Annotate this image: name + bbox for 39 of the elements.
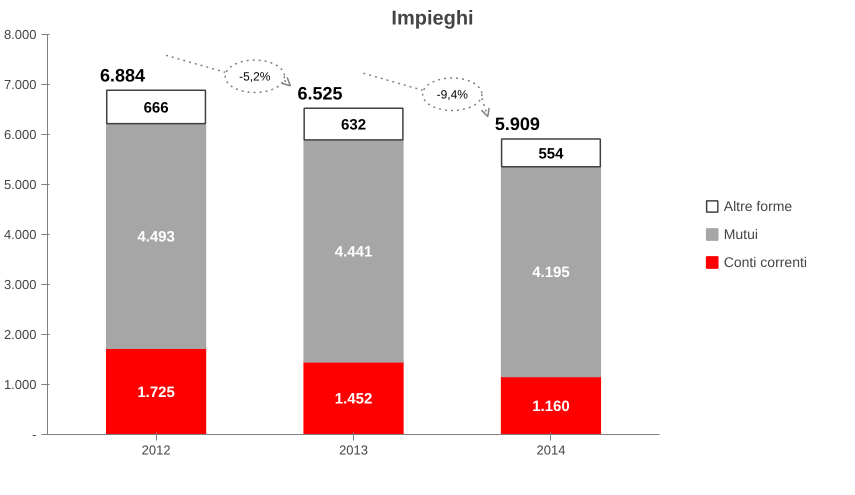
x-tick-label: 2012 — [142, 442, 171, 458]
y-tick-label: 7.000 — [4, 77, 37, 92]
bar — [500, 138, 602, 168]
y-tick-label: 1.000 — [4, 377, 37, 392]
data-label: 1.160 — [532, 398, 570, 415]
data-label: 1.725 — [137, 384, 175, 401]
y-tick-label: 2.000 — [4, 327, 37, 342]
data-label: 1.452 — [334, 390, 372, 408]
y-tick-label: 6.000 — [4, 127, 37, 142]
total-label: 5.909 — [494, 114, 540, 134]
data-label: 4.195 — [532, 264, 570, 282]
y-tick-label: 8.000 — [4, 27, 37, 42]
legend-label: Conti correnti — [724, 254, 807, 270]
data-label: 554 — [538, 145, 564, 162]
data-label: 4.493 — [137, 228, 175, 246]
y-tick-label: 3.000 — [4, 277, 37, 292]
legend-label: Mutui — [724, 226, 758, 242]
x-tick-label: 2014 — [536, 442, 566, 458]
bar — [303, 108, 404, 141]
y-tick-label: - — [32, 427, 37, 442]
bar — [303, 139, 404, 363]
bar — [303, 361, 404, 434]
bar — [500, 376, 602, 434]
total-label: 6.884 — [100, 65, 146, 86]
y-tick-label: 4.000 — [4, 227, 37, 242]
annotation: -5,2% — [239, 69, 271, 84]
data-label: 4.441 — [334, 243, 372, 260]
y-tick-label: 5.000 — [4, 177, 37, 192]
chart-title: Impieghi — [391, 8, 474, 30]
legend-label: Altre forme — [724, 198, 792, 214]
data-label: 632 — [341, 116, 366, 134]
total-label: 6.525 — [297, 83, 342, 104]
bar — [106, 348, 206, 434]
data-label: 666 — [144, 99, 169, 116]
bar — [500, 166, 602, 378]
bar — [106, 90, 206, 124]
bar — [106, 122, 206, 349]
annotation: -9,4% — [436, 87, 468, 102]
x-tick-label: 2013 — [339, 442, 368, 458]
